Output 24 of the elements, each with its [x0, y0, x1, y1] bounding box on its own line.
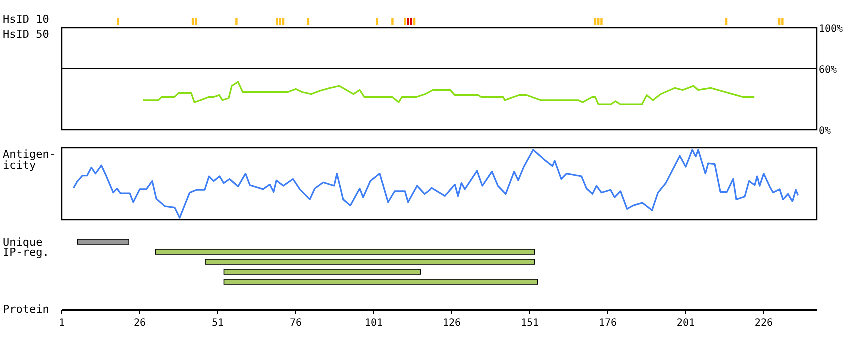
bar: [205, 259, 536, 265]
bar: [224, 269, 422, 275]
bar: [224, 279, 538, 285]
y-tick-label: 100%: [819, 24, 844, 35]
x-tick-label: 26: [134, 318, 146, 329]
x-tick-label: 126: [442, 318, 462, 329]
x-axis-title: Protein: [3, 303, 50, 316]
y-tick-label: 60%: [819, 64, 838, 76]
y-axis-title: Antigen- icity: [3, 148, 56, 172]
x-tick-label: 176: [598, 318, 617, 329]
x-tick-label: 226: [754, 318, 773, 329]
x-tick-label: 76: [290, 318, 302, 329]
line-series: [142, 81, 756, 106]
y-tick-label: Unique: [3, 236, 43, 249]
bar: [155, 249, 536, 255]
bar: [77, 239, 130, 245]
x-tick-label: 201: [676, 318, 695, 329]
y-axis-title: HsID 10: [3, 13, 50, 26]
x-tick-label: 51: [212, 318, 224, 329]
x-tick-label: 1: [58, 318, 66, 329]
y-tick-label: 0%: [819, 126, 832, 137]
x-tick-label: 151: [520, 318, 540, 329]
y-axis-title: HsID 50: [3, 28, 50, 41]
x-tick-label: 101: [364, 318, 384, 329]
